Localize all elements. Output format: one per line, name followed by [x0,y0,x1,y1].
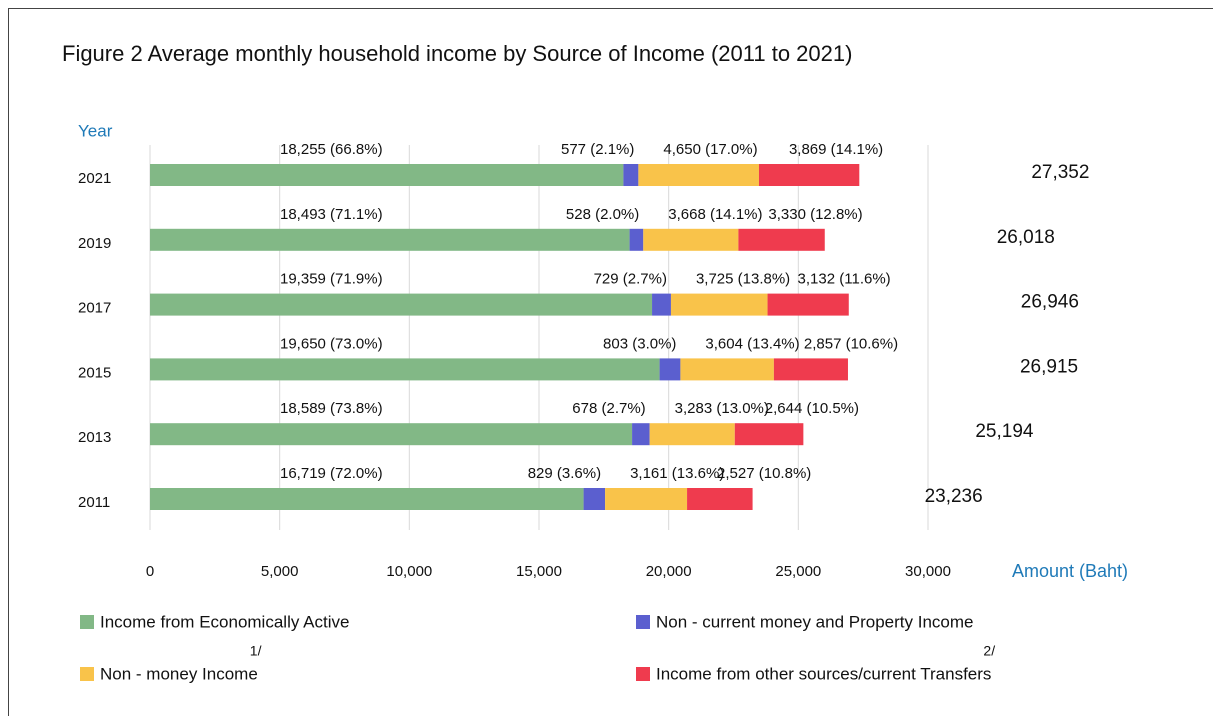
value-label: 18,493 (71.1%) [280,206,383,223]
bar-segment [670,293,768,316]
value-label: 2,644 (10.5%) [765,400,859,417]
bar-segment [643,228,739,251]
bar-segment [623,164,639,186]
x-tick-label: 0 [146,563,154,580]
y-tick-label: 2021 [78,170,111,187]
y-tick-label: 2015 [78,364,111,381]
x-tick-label: 25,000 [775,563,821,580]
chart-title: Figure 2 Average monthly household incom… [62,41,852,66]
bar-segment [583,488,606,510]
bar-segment [638,164,759,186]
value-label: 577 (2.1%) [561,141,634,158]
bar-segment [734,423,804,446]
value-label: 3,668 (14.1%) [668,206,762,223]
frame [8,8,1213,716]
value-label: 4,650 (17.0%) [663,141,757,158]
value-label: 18,255 (66.8%) [280,141,383,158]
x-tick-label: 20,000 [646,563,692,580]
total-label: 26,946 [1021,292,1079,313]
value-label: 2,527 (10.8%) [717,465,811,482]
bar-segment [680,358,774,381]
legend-swatch [80,615,94,629]
bar-segment [150,228,630,251]
bar-segment [632,423,650,446]
value-label: 3,330 (12.8%) [768,206,862,223]
legend-swatch [636,667,650,681]
value-label: 528 (2.0%) [566,206,639,223]
total-label: 26,018 [997,227,1055,248]
legend-note: 1/ [250,643,262,659]
value-label: 803 (3.0%) [603,335,676,352]
total-label: 27,352 [1031,162,1089,183]
x-axis-label: Amount (Baht) [1012,561,1128,581]
y-axis-label: Year [78,121,113,140]
y-tick-label: 2019 [78,235,111,252]
total-label: 23,236 [925,486,983,507]
bar-segment [773,358,848,381]
total-label: 25,194 [975,421,1034,442]
bar-segment [150,488,584,510]
bar-segment [738,228,825,251]
value-label: 16,719 (72.0%) [280,465,383,482]
bar-segment [687,488,753,510]
value-label: 729 (2.7%) [594,271,667,288]
value-label: 19,359 (71.9%) [280,271,383,288]
bar-segment [649,423,735,446]
value-label: 3,604 (13.4%) [705,335,799,352]
value-label: 3,161 (13.6%) [630,465,724,482]
x-tick-label: 5,000 [261,563,299,580]
legend-swatch [636,615,650,629]
legend-note: 2/ [983,643,995,659]
value-label: 2,857 (10.6%) [804,335,898,352]
value-label: 829 (3.6%) [528,465,601,482]
legend-swatch [80,667,94,681]
bar-segment [652,293,671,316]
bar-segment [150,423,633,446]
legend-label: Income from Economically Active [100,612,349,631]
bar-segment [659,358,681,381]
value-label: 3,869 (14.1%) [789,141,883,158]
legend-label: Non - current money and Property Income [656,612,973,631]
total-label: 26,915 [1020,356,1078,377]
value-label: 3,283 (13.0%) [675,400,769,417]
bar-segment [767,293,849,316]
legend-label: Income from other sources/current Transf… [656,664,991,683]
value-label: 19,650 (73.0%) [280,335,383,352]
bar-segment [150,164,624,186]
y-tick-label: 2011 [78,494,110,511]
bar-segment [605,488,688,510]
x-tick-label: 15,000 [516,563,562,580]
bar-segment [150,293,653,316]
bar-segment [150,358,660,381]
y-tick-label: 2017 [78,300,111,317]
value-label: 18,589 (73.8%) [280,400,383,417]
bar-segment [629,228,644,251]
value-label: 3,132 (11.6%) [798,271,891,288]
value-label: 3,725 (13.8%) [696,271,790,288]
legend-label: Non - money Income [100,664,258,683]
x-tick-label: 30,000 [905,563,951,580]
y-tick-label: 2013 [78,429,111,446]
value-label: 678 (2.7%) [572,400,645,417]
x-tick-label: 10,000 [386,563,432,580]
bar-segment [758,164,860,186]
